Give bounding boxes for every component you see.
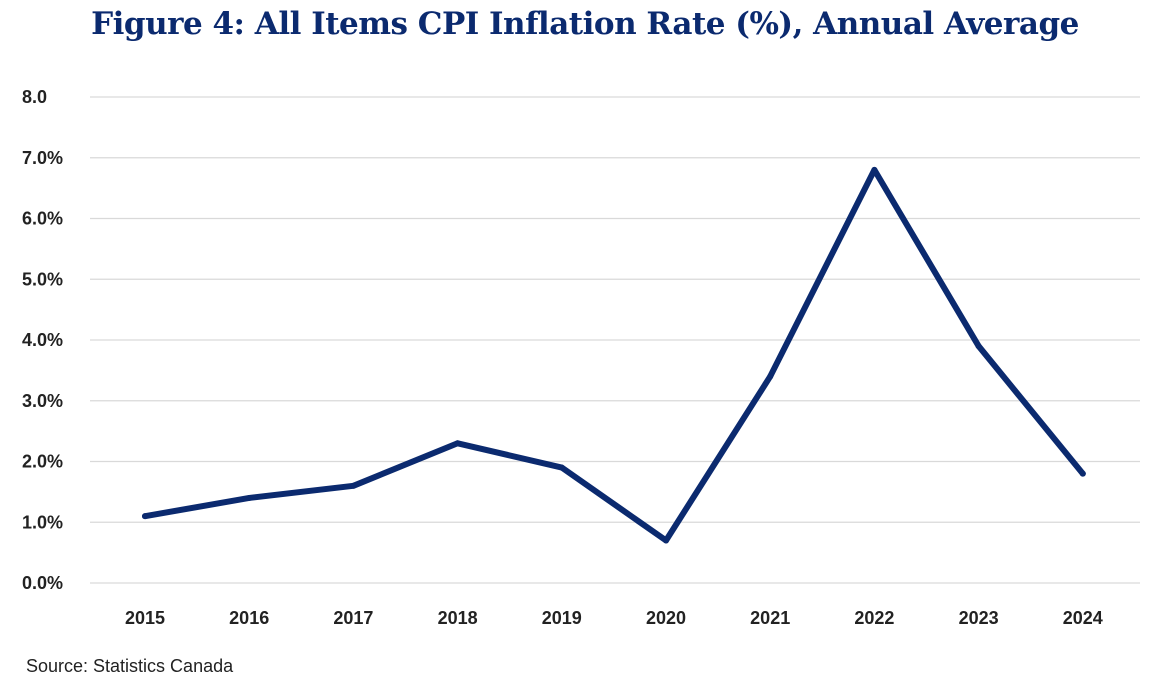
data-point xyxy=(142,513,148,520)
series-line xyxy=(142,166,1086,544)
data-point xyxy=(975,343,982,350)
data-point xyxy=(350,482,357,489)
y-tick-label: 6.0% xyxy=(22,209,63,229)
gridlines xyxy=(90,96,1140,584)
y-tick-label: 8.0 xyxy=(22,87,47,107)
x-tick-label: 2022 xyxy=(854,608,894,628)
y-tick-label: 4.0% xyxy=(22,330,63,350)
y-tick-label: 5.0% xyxy=(22,269,63,289)
data-point xyxy=(558,464,565,471)
series-layer xyxy=(142,166,1086,544)
source-note: Source: Statistics Canada xyxy=(26,656,234,676)
x-tick-label: 2019 xyxy=(542,608,582,628)
y-tick-label: 0.0% xyxy=(22,573,63,593)
data-point xyxy=(1079,470,1086,477)
x-tick-label: 2021 xyxy=(750,608,790,628)
x-tick-label: 2024 xyxy=(1063,608,1103,628)
x-tick-label: 2023 xyxy=(959,608,999,628)
data-point xyxy=(246,494,253,501)
x-axis-tick-labels: 2015 2016 2017 2018 2019 2020 2021 2022 2023 2024 xyxy=(125,608,1103,628)
data-point xyxy=(454,440,461,447)
x-tick-label: 2016 xyxy=(229,608,269,628)
y-axis-tick-labels: 0.0% 1.0% 2.0% 3.0% 4.0% 5.0% 6.0% 7.0% 8.0 xyxy=(22,87,63,593)
data-point xyxy=(871,166,878,173)
y-tick-label: 1.0% xyxy=(22,512,63,532)
x-tick-label: 2017 xyxy=(333,608,373,628)
x-tick-label: 2015 xyxy=(125,608,165,628)
y-tick-label: 2.0% xyxy=(22,452,63,472)
x-tick-label: 2018 xyxy=(438,608,478,628)
chart-title: Figure 4: All Items CPI Inflation Rate (… xyxy=(91,6,1079,42)
data-point xyxy=(767,373,774,380)
y-tick-label: 3.0% xyxy=(22,391,63,411)
y-tick-label: 7.0% xyxy=(22,148,63,168)
x-tick-label: 2020 xyxy=(646,608,686,628)
data-point xyxy=(663,537,669,544)
